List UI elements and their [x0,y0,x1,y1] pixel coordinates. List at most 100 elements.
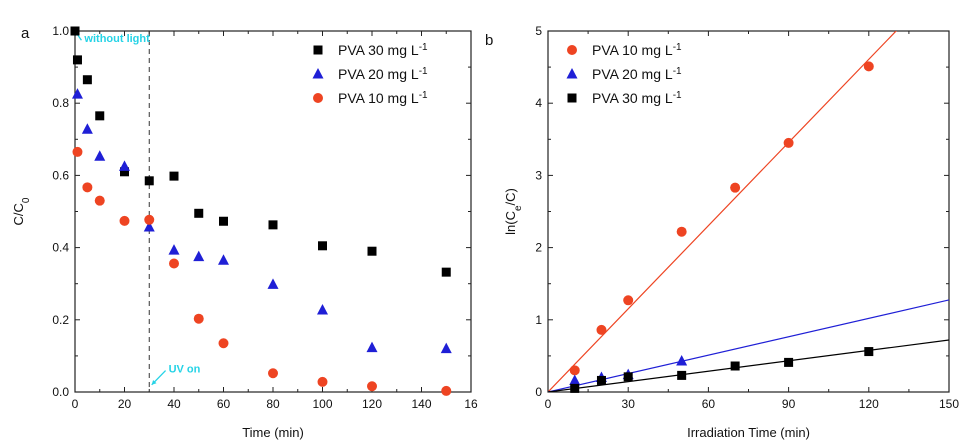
data-point [730,361,740,371]
y-axis-title-main: C/C [11,203,26,225]
data-point [677,370,687,380]
data-point [82,75,92,85]
fit-line [548,31,897,392]
data-point [864,347,874,357]
fit-line [548,339,949,392]
data-point [268,368,278,379]
y-tick-label: 0.4 [52,241,69,255]
data-point [569,365,580,376]
data-point [119,160,130,171]
data-point [317,376,328,387]
y-axis-title-post: /C) [503,188,518,205]
legend-marker [567,45,577,55]
y-tick-label: 0.2 [52,313,69,327]
data-point [676,226,687,237]
legend-label: PVA 20 mg L-1 [338,66,428,83]
series-0 [70,26,451,277]
y-tick-label: 0.0 [52,385,69,399]
data-point [784,357,794,367]
data-point [596,324,607,335]
data-point [81,123,93,134]
legend-label-main: PVA 20 mg L [338,66,419,82]
legend-label-sup: -1 [419,90,428,101]
panel-label: b [485,32,493,49]
data-point [569,374,581,385]
data-point [169,171,179,181]
x-tick-label: 20 [118,397,132,411]
y-tick-label: 1.0 [52,24,69,38]
x-tick-label: 150 [939,397,959,411]
data-point [218,254,229,265]
y-axis-title: C/C0 [11,197,32,225]
data-point [441,385,452,396]
data-point [94,150,106,161]
x-tick-label: 60 [702,397,716,411]
x-tick-label: 90 [782,397,796,411]
chart-panel-a: a 0 20 40 60 80 100 120 140 16 0.0 0.2 0.4 0.6 0.8 1.0 T… [11,24,478,440]
legend-label-main: PVA 30 mg L [338,42,419,58]
data-point [143,221,155,232]
fit-line [548,299,949,392]
y-axis-title-sub: 0 [21,197,32,203]
data-point [366,341,378,353]
data-point [144,176,154,186]
y-tick-label: 2 [535,241,542,255]
y-tick-label: 0.6 [52,168,69,182]
legend-marker [567,93,577,103]
annotation-text: without light [83,33,150,45]
plot-frame [547,30,950,393]
data-point [317,304,328,315]
data-point [367,246,377,256]
x-axis-title: Irradiation Time (min) [687,425,810,440]
legend-marker [312,68,324,79]
legend-label: PVA 30 mg L-1 [592,90,682,107]
data-point [94,195,105,206]
x-axis-title: Time (min) [242,425,304,440]
data-point [72,146,83,157]
y-tick-label: 5 [535,24,542,38]
series-2 [570,347,874,393]
y-tick-label: 3 [535,168,542,182]
legend-label-sup: -1 [419,66,428,77]
legend-label-sup: -1 [419,42,428,53]
legend-label-sup: -1 [673,90,682,101]
data-point [863,61,874,72]
data-point [318,241,327,251]
legend-label: PVA 20 mg L-1 [592,66,682,83]
series-2 [72,146,452,396]
y-axis-title-sub: e [513,205,524,211]
legend-marker [313,93,323,103]
x-tick-label: 30 [622,397,636,411]
data-point [676,354,688,366]
legend-label-main: PVA 20 mg L [592,66,673,82]
data-point [194,208,204,218]
x-tick-label: 40 [167,397,181,411]
data-point [168,244,180,255]
data-point [193,313,204,324]
y-tick-label: 1 [535,313,542,327]
data-point [596,375,606,385]
data-point [119,215,130,226]
legend-label-sup: -1 [673,42,682,53]
y-axis-title: ln(Ce/C) [503,188,524,235]
x-tick-label: 60 [217,397,231,411]
data-point [623,372,633,382]
data-point [70,26,80,36]
annotation-text: UV on [169,364,201,376]
x-tick-label: 100 [312,397,332,411]
y-tick-label: 0 [535,385,542,399]
x-tick-label: 0 [72,397,79,411]
data-point [367,381,377,392]
data-point [783,137,794,148]
data-point [730,182,741,193]
data-point [120,167,129,177]
x-tick-label: 120 [362,397,382,411]
data-point [440,342,452,354]
panel-label: a [21,25,30,42]
legend-label-main: PVA 10 mg L [338,90,419,106]
legend-label: PVA 10 mg L-1 [592,42,682,59]
y-tick-label: 4 [535,96,542,110]
series-0 [569,61,874,376]
